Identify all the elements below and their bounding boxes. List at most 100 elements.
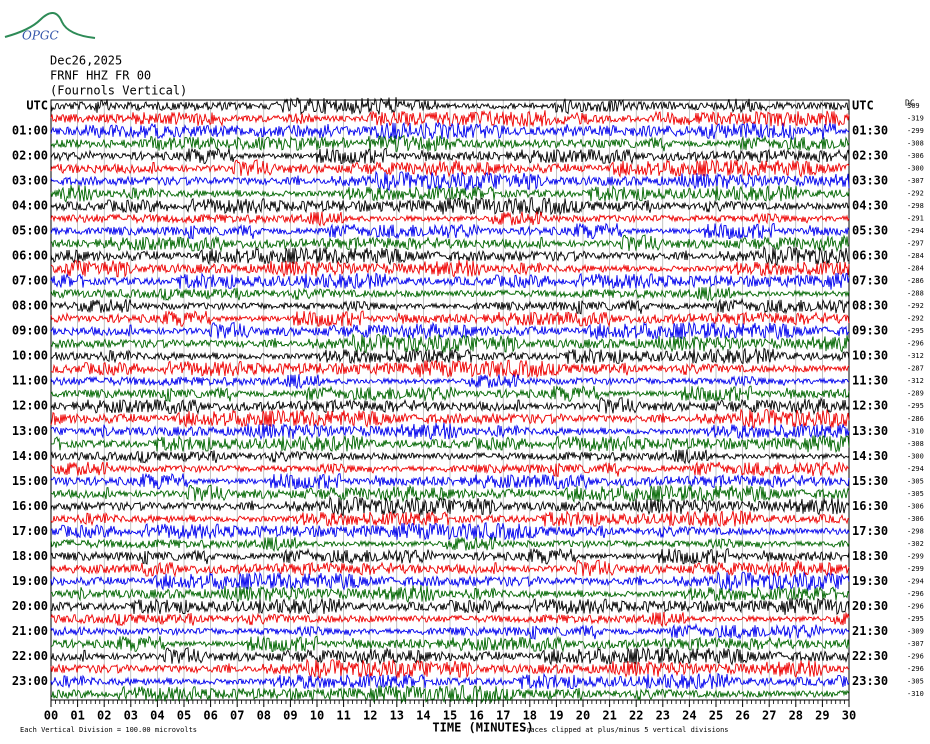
x-tick-label: 25 [709,709,723,723]
right-time-label: 08:30 [852,299,888,313]
trace [50,222,850,240]
x-tick-label: 10 [310,709,324,723]
trace [50,635,850,653]
trace [50,484,850,504]
x-tick-label: 13 [390,709,404,723]
offset-label: -295 [907,402,924,410]
trace [50,374,850,390]
logo-text: OPGC [22,29,59,43]
offset-label: -297 [907,240,924,248]
offset-label: -296 [907,590,924,598]
offset-label: -307 [907,640,924,648]
logo: OPGC [4,12,96,43]
right-time-label: 05:30 [852,224,888,238]
left-time-label: 16:00 [12,499,48,513]
offset-label: -299 [907,552,924,560]
x-tick-label: 17 [496,709,510,723]
left-time-label: 14:00 [12,449,48,463]
x-tick-label: 19 [549,709,563,723]
offset-label: 309 [907,102,920,110]
trace [50,147,850,165]
x-tick-label: 30 [842,709,856,723]
trace [50,135,850,153]
trace [50,196,850,216]
offset-label: -298 [907,202,924,210]
station: FRNF HHZ FR 00 [50,69,151,83]
left-time-label: 06:00 [12,249,48,263]
x-tick-label: 07 [230,709,244,723]
right-time-label: 21:30 [852,624,888,638]
trace [50,658,850,680]
offset-label: -310 [907,690,924,698]
left-time-label: UTC [26,99,48,113]
x-tick-label: 24 [682,709,696,723]
right-time-label: 01:30 [852,124,888,138]
trace [50,449,850,465]
x-tick-label: 03 [124,709,138,723]
trace [50,211,850,227]
right-time-label: 14:30 [852,449,888,463]
x-tick-label: 09 [283,709,297,723]
offset-label: -284 [907,252,924,260]
offset-label: -296 [907,652,924,660]
offset-label: -308 [907,140,924,148]
left-time-label: 03:00 [12,174,48,188]
offset-label: -286 [907,415,924,423]
x-tick-label: 29 [815,709,829,723]
x-tick-label: 28 [789,709,803,723]
offset-label: -308 [907,440,924,448]
left-time-label: 02:00 [12,149,48,163]
offset-label: -294 [907,577,924,585]
trace [50,646,850,666]
trace [50,684,850,704]
left-time-label: 19:00 [12,574,48,588]
offset-label: -295 [907,327,924,335]
trace [50,536,850,553]
x-tick-label: 15 [443,709,457,723]
left-time-label: 09:00 [12,324,48,338]
trace [50,672,850,690]
left-time-label: 18:00 [12,549,48,563]
right-time-label: 17:30 [852,524,888,538]
trace [50,321,850,341]
x-tick-label: 14 [416,709,430,723]
trace [50,272,850,290]
location: (Fournols Vertical) [50,84,187,98]
offset-label: -305 [907,677,924,685]
right-time-label: 15:30 [852,474,888,488]
trace [50,158,850,178]
x-tick-label: 11 [336,709,350,723]
offset-label: -305 [907,477,924,485]
left-time-label: 20:00 [12,599,48,613]
dc-label: DC [905,99,915,108]
trace [50,170,850,192]
right-time-label: 12:30 [852,399,888,413]
x-tick-label: 06 [203,709,217,723]
left-time-label: 11:00 [12,374,48,388]
trace [50,109,850,128]
plot-frame [50,99,850,701]
offset-label: -298 [907,527,924,535]
offset-label: -300 [907,452,924,460]
x-tick-label: 26 [735,709,749,723]
offset-label: -287 [907,365,924,373]
offset-label: -309 [907,627,924,635]
x-tick-label: 08 [257,709,271,723]
trace [50,422,850,441]
trace [50,434,850,453]
offset-label: -284 [907,265,924,273]
left-time-label: 08:00 [12,299,48,313]
right-time-label: 02:30 [852,149,888,163]
clip-note: Traces clipped at plus/minus 5 vertical … [522,726,729,734]
x-axis-title: TIME (MINUTES) [432,721,533,735]
trace [50,234,850,253]
offset-label: -289 [907,390,924,398]
offset-label: -288 [907,290,924,298]
trace [50,297,850,315]
trace [50,522,850,542]
offset-label: -306 [907,515,924,523]
date: Dec26,2025 [50,54,122,68]
trace [50,385,850,403]
x-tick-label: 27 [762,709,776,723]
trace [50,310,850,328]
